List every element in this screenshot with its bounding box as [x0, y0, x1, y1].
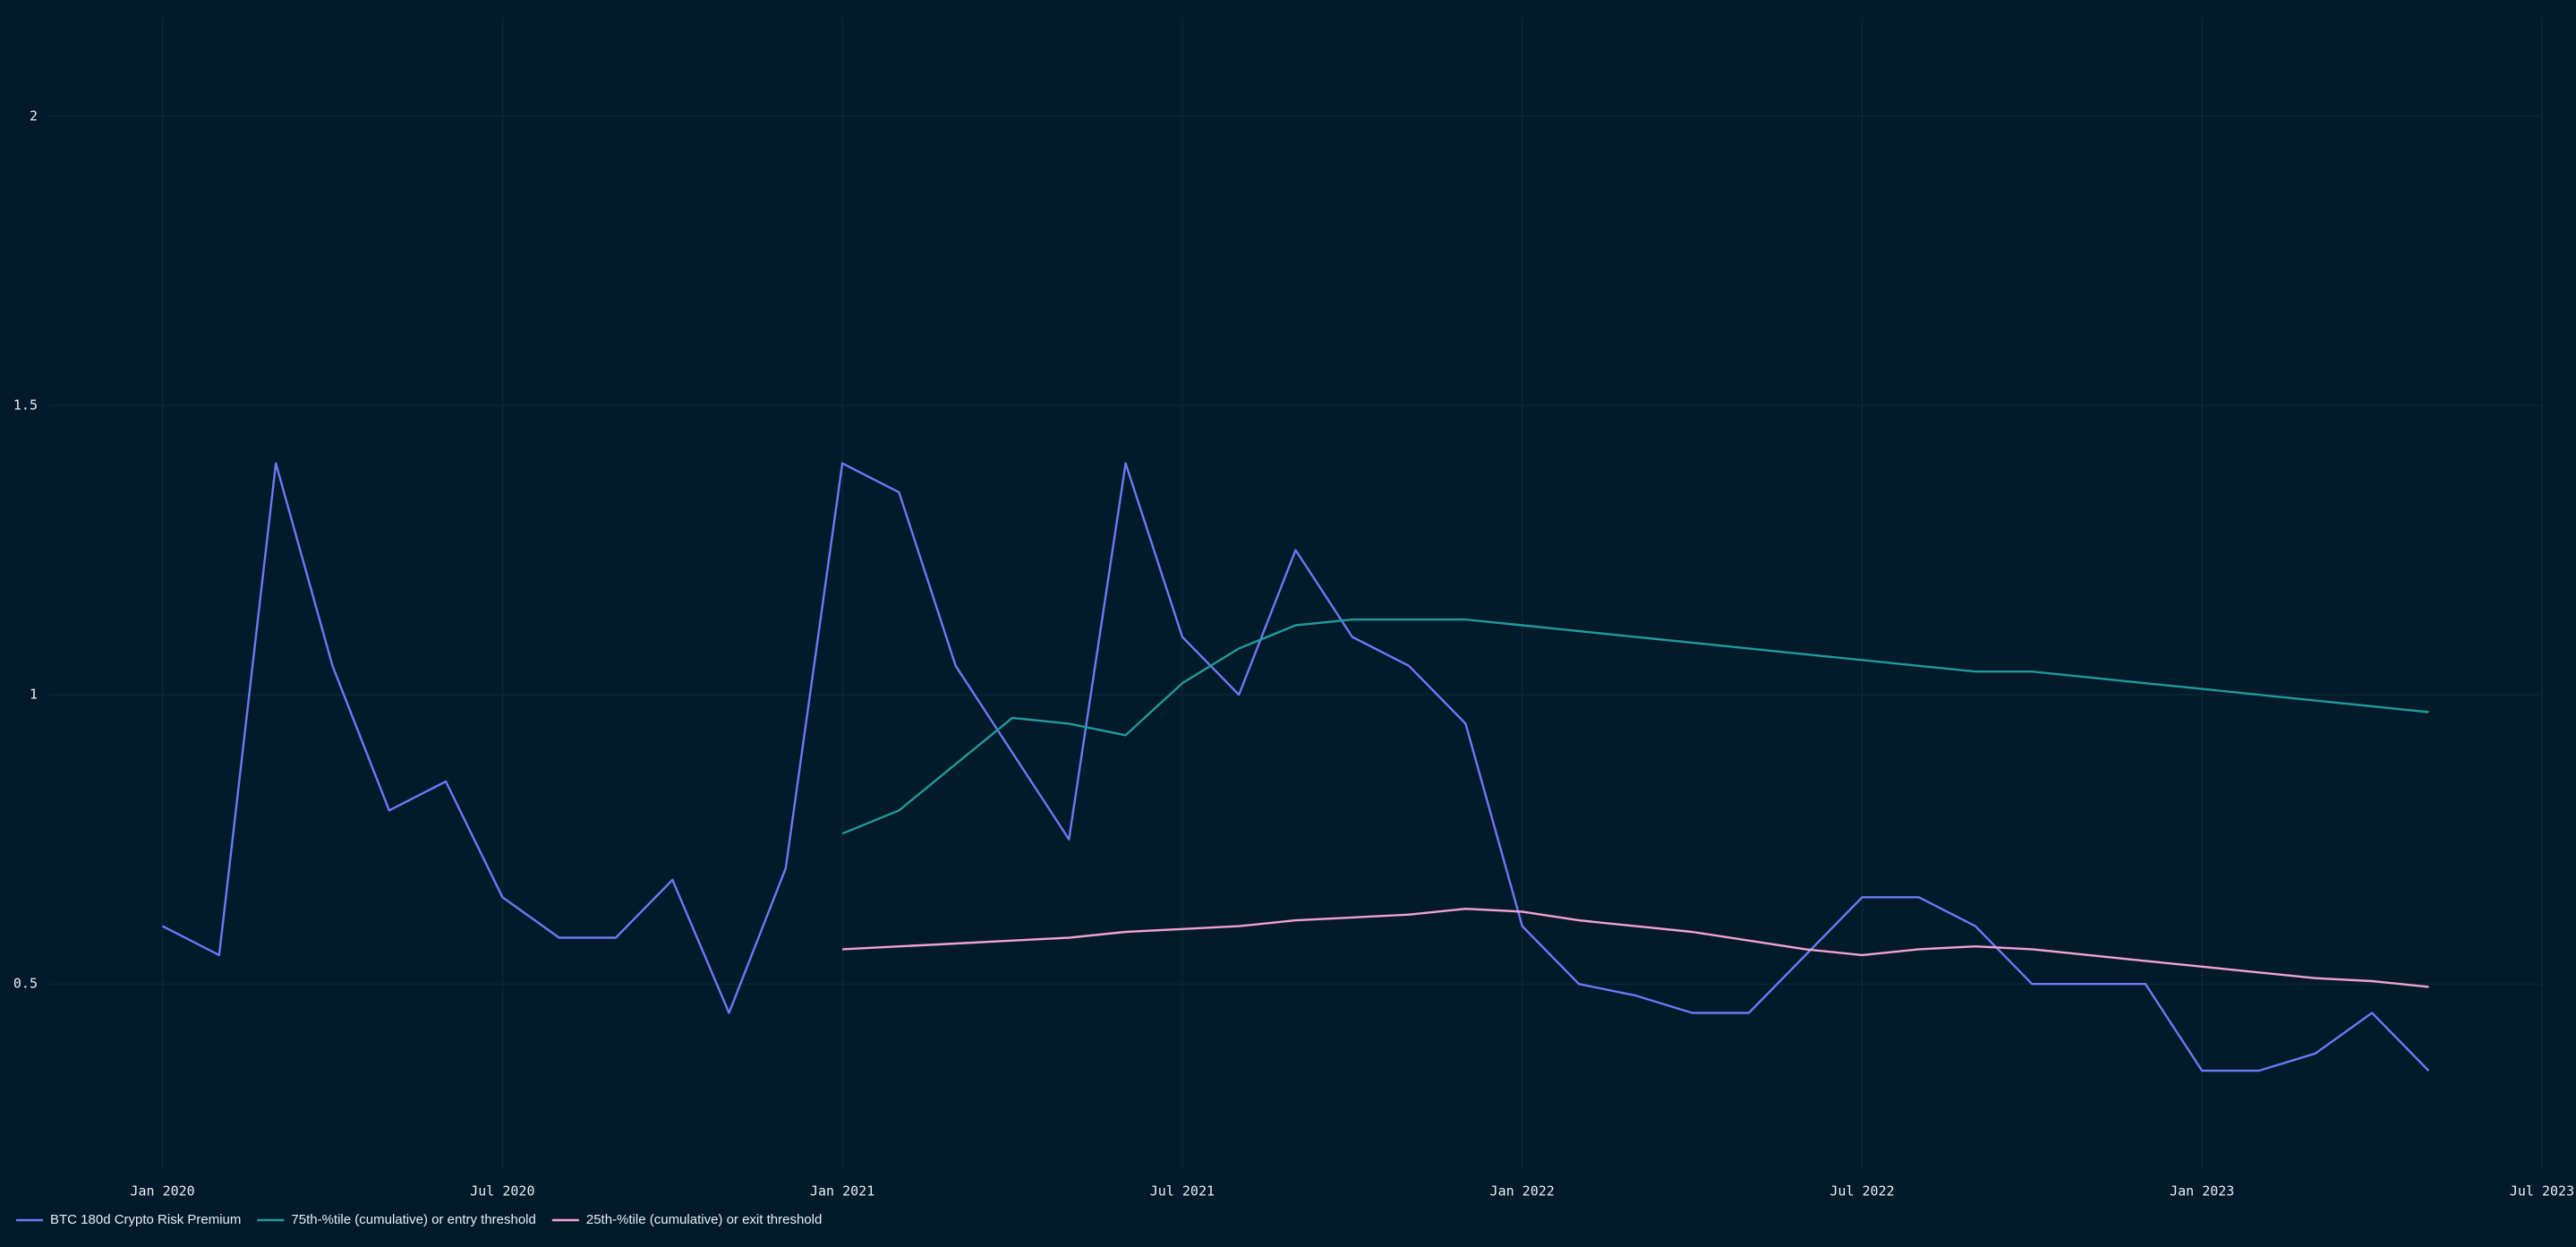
legend-label: 75th-%tile (cumulative) or entry thresho… [291, 1212, 535, 1227]
x-tick-label: Jul 2022 [1830, 1183, 1894, 1200]
y-tick-label: 1 [30, 687, 38, 703]
x-tick-label: Jan 2021 [810, 1183, 874, 1200]
y-tick-label: 2 [30, 107, 38, 124]
x-tick-label: Jan 2023 [2170, 1183, 2234, 1200]
x-tick-label: Jul 2021 [1150, 1183, 1215, 1200]
y-tick-label: 1.5 [13, 397, 38, 413]
y-tick-label: 0.5 [13, 976, 38, 992]
x-tick-label: Jul 2023 [2510, 1183, 2574, 1200]
legend-label: 25th-%tile (cumulative) or exit threshol… [586, 1212, 822, 1227]
x-tick-label: Jan 2022 [1490, 1183, 1555, 1200]
legend-label: BTC 180d Crypto Risk Premium [50, 1212, 241, 1227]
legend-item: 75th-%tile (cumulative) or entry thresho… [257, 1212, 536, 1227]
series-line [842, 908, 2429, 988]
series-line [162, 462, 2430, 1072]
legend-item: BTC 180d Crypto Risk Premium [16, 1212, 241, 1227]
series-line [841, 618, 2429, 835]
legend-item: 25th-%tile (cumulative) or exit threshol… [551, 1212, 822, 1227]
x-tick-label: Jul 2020 [470, 1183, 534, 1200]
x-tick-label: Jan 2020 [130, 1183, 194, 1200]
